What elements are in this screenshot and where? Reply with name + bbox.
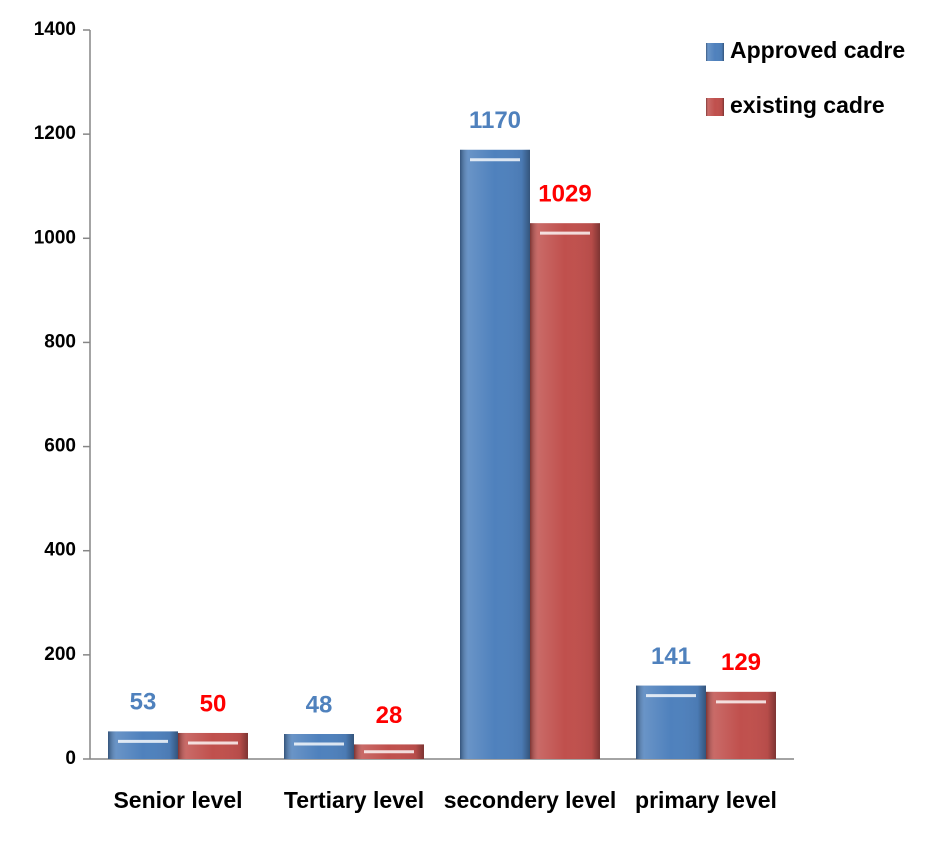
bar-shade: [108, 731, 178, 759]
bar-shade: [178, 732, 248, 759]
y-tick-label: 0: [65, 748, 76, 769]
value-label: 50: [200, 690, 227, 717]
bar-shade: [636, 685, 706, 759]
legend-label: existing cadre: [730, 92, 885, 118]
bar-shade: [460, 149, 530, 759]
x-tick-label: primary level: [635, 787, 777, 813]
value-label: 1170: [469, 107, 521, 134]
value-label: 48: [306, 691, 333, 718]
x-tick-label: Tertiary level: [284, 787, 424, 813]
value-label: 1029: [538, 181, 591, 208]
y-tick-label: 1000: [34, 227, 76, 248]
y-tick-label: 200: [44, 644, 76, 665]
legend-label: Approved cadre: [730, 37, 905, 63]
legend-swatch-shade: [706, 43, 724, 61]
value-label: 53: [130, 689, 157, 716]
value-label: 28: [376, 702, 403, 729]
x-tick-label: secondery level: [444, 787, 617, 813]
y-tick-label: 1200: [34, 123, 76, 144]
y-tick-label: 1400: [34, 19, 76, 40]
bar-shade: [530, 223, 600, 759]
y-tick-label: 400: [44, 540, 76, 561]
bar-shade: [284, 734, 354, 759]
value-label: 141: [651, 643, 691, 670]
x-tick-label: Senior level: [113, 787, 242, 813]
value-label: 129: [721, 649, 761, 676]
legend-swatch-shade: [706, 98, 724, 116]
y-tick-label: 800: [44, 331, 76, 352]
y-tick-label: 600: [44, 436, 76, 457]
